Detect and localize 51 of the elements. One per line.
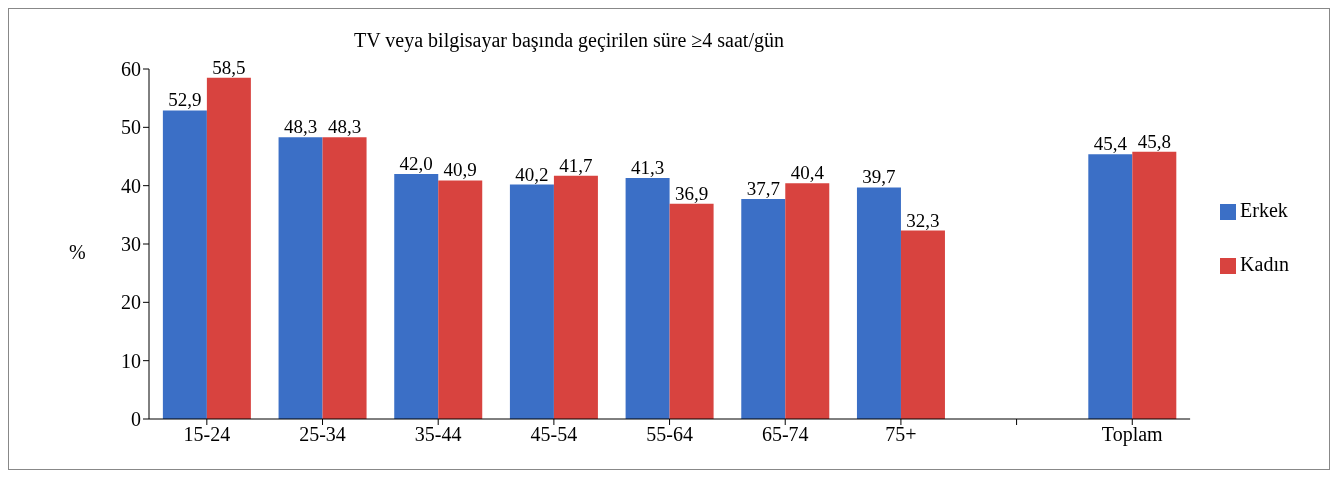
data-label: 32,3 [906, 209, 940, 231]
y-tick-label: 50 [121, 116, 141, 139]
x-tick-label: 15-24 [183, 423, 231, 446]
y-axis-title: % [69, 241, 86, 264]
bar [785, 183, 830, 419]
y-tick-label: 60 [121, 58, 141, 81]
y-tick-label: 40 [121, 174, 141, 197]
data-label: 45,4 [1093, 133, 1128, 155]
bar [438, 180, 483, 419]
bar [278, 137, 323, 419]
bar [1088, 154, 1133, 419]
data-label: 52,9 [168, 89, 202, 111]
data-label: 41,3 [630, 157, 665, 179]
legend-label: Kadın [1240, 252, 1289, 275]
y-tick-label: 10 [121, 349, 141, 372]
data-label: 37,7 [746, 178, 780, 200]
data-label: 40,9 [443, 159, 477, 181]
bar [509, 184, 554, 419]
data-label: 40,4 [790, 162, 825, 184]
data-label: 58,5 [212, 56, 246, 78]
bar [394, 174, 439, 419]
data-label: 40,2 [515, 163, 549, 185]
x-tick-label: 55-64 [646, 423, 693, 446]
bar [900, 230, 945, 419]
y-tick-label: 30 [121, 233, 141, 256]
data-label: 48,3 [327, 116, 362, 138]
y-tick-label: 0 [131, 408, 141, 431]
data-label: 45,8 [1137, 130, 1171, 152]
chart-title: TV veya bilgisayar başında geçirilen süre ≥4 saat/gün [353, 29, 785, 52]
data-label: 42,0 [399, 153, 433, 174]
x-tick-label: 45-54 [530, 423, 578, 446]
data-label: 48,3 [283, 116, 318, 138]
bar [206, 77, 251, 419]
bar [1132, 151, 1177, 419]
legend-label: Erkek [1240, 198, 1288, 221]
data-label: 41,7 [559, 154, 593, 176]
bar [856, 187, 901, 419]
x-tick-label: 75+ [885, 423, 917, 446]
bar [669, 203, 714, 419]
bar [625, 178, 670, 419]
data-label: 36,9 [674, 182, 709, 204]
bar [553, 175, 598, 419]
x-tick-label: 65-74 [761, 423, 809, 446]
x-tick-label: 35-44 [414, 423, 462, 446]
y-tick-label: 20 [121, 291, 141, 314]
x-tick-label: Toplam [1101, 423, 1164, 447]
x-tick-label: 25-34 [299, 423, 346, 446]
bar [162, 110, 207, 419]
data-label: 39,7 [862, 166, 896, 188]
bar [322, 137, 367, 419]
bar [741, 199, 786, 419]
